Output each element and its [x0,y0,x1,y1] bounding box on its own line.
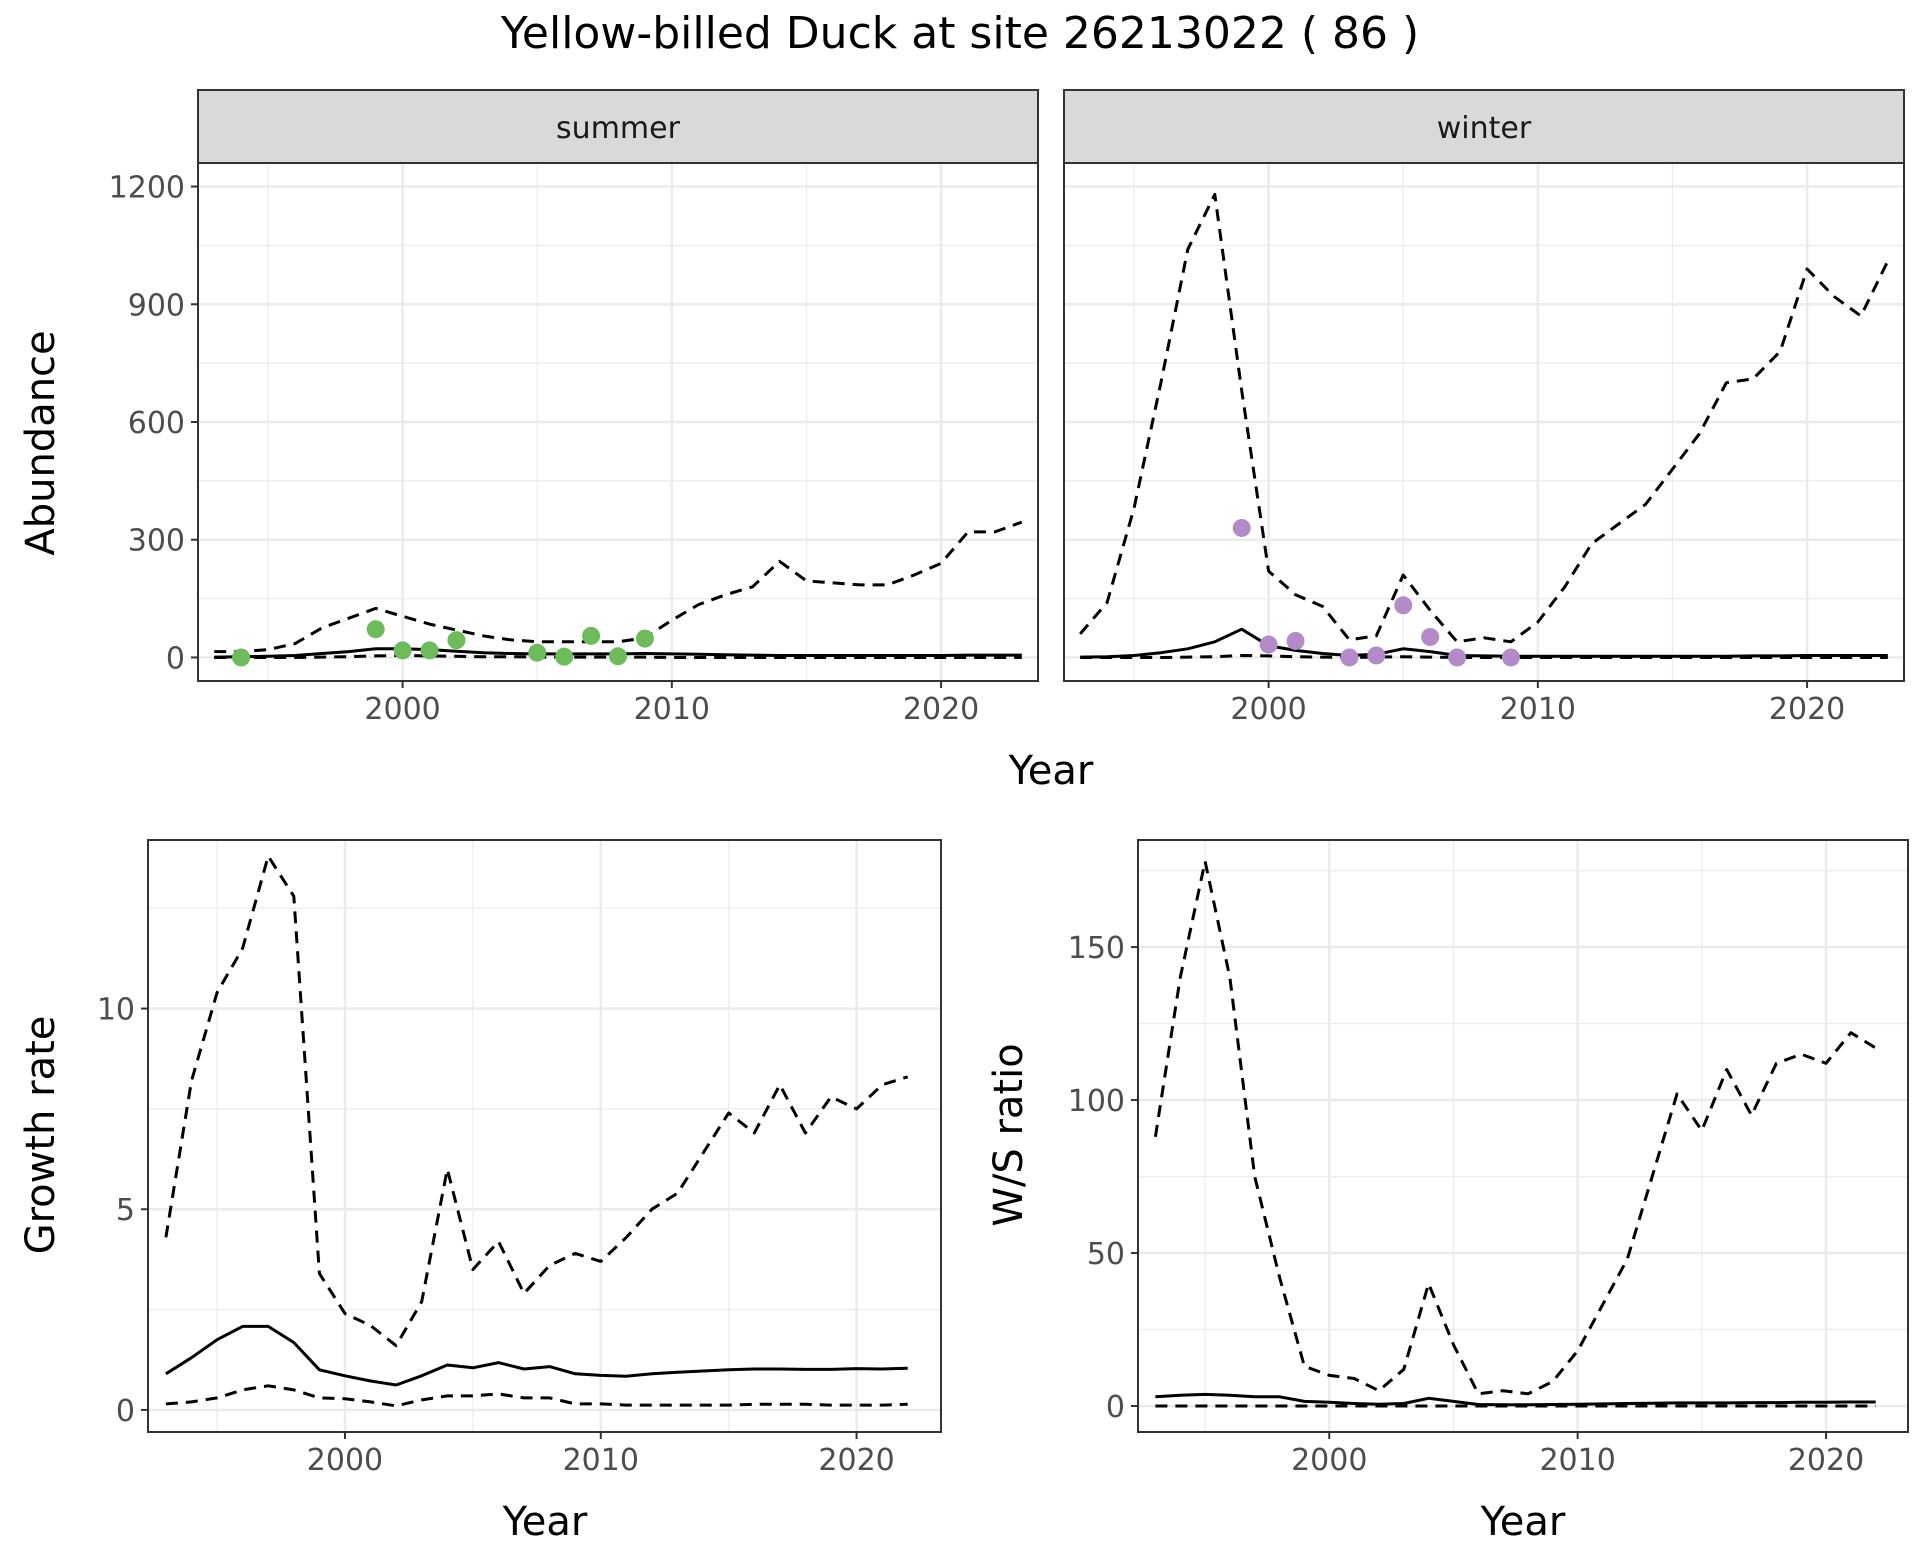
summer-y-tick-label: 900 [128,288,185,323]
winter-series [1079,192,1890,659]
winter-data-point [1259,635,1278,654]
summer-strip [197,89,1039,164]
winter-line-lower [1080,654,1888,659]
winter-x-tick-label: 2020 [1769,692,1845,727]
growth-series [164,854,909,1408]
growth-rate-chart: Year Growth rate 2000 2010 2020 0 5 10 [18,839,942,1545]
growth-panel-border [147,839,942,1433]
summer-strip-label: summer [556,111,681,146]
winter-points [1232,518,1520,667]
summer-data-point [232,648,251,667]
summer-data-point [635,629,654,648]
winter-data-point [1340,648,1359,667]
ws-x-axis-title: Year [1480,1499,1566,1545]
ws-y-tick-label: 150 [1068,931,1125,966]
summer-data-point [609,647,627,666]
growth-y-tick-label: 10 [97,993,135,1028]
growth-y-axis-title: Growth rate [18,1016,64,1255]
ws-line-upper [1153,859,1877,1396]
summer-data-point [447,631,466,650]
winter-panel-border [1063,162,1905,682]
ws-x-tick-label: 2000 [1291,1443,1367,1478]
ws-y-tick-label: 100 [1068,1084,1125,1119]
growth-line-upper [164,854,909,1348]
abundance-y-axis-title: Abundance [18,330,64,555]
winter-data-point [1286,631,1305,650]
winter-data-point [1421,628,1440,647]
summer-x-tick-label: 2010 [634,692,710,727]
summer-y-tick-label: 300 [128,524,185,559]
summer-x-tick-label: 2020 [903,692,979,727]
ws-x-tick-label: 2020 [1788,1443,1864,1478]
ws-panel-border [1137,839,1909,1433]
abundance-chart: summer 2000 2010 2020 0 300 600 900 1200 winter… [18,89,1905,794]
summer-y-tick-label: 600 [128,406,185,441]
summer-data-point [528,643,547,662]
winter-strip [1063,89,1905,164]
ws-plot-area [1138,840,1908,1432]
winter-data-point [1501,648,1520,667]
summer-y-tick-label: 0 [166,641,185,676]
ws-x-tick-label: 2010 [1539,1443,1615,1478]
growth-gridlines [148,840,941,1432]
winter-strip-label: winter [1437,111,1532,146]
growth-x-tick-label: 2020 [818,1443,894,1478]
winter-data-point [1448,648,1467,667]
abundance-winter-panel: winter 2000 2010 2020 [1063,89,1905,727]
winter-x-tick-label: 2000 [1230,692,1306,727]
winter-line-upper [1079,192,1890,644]
winter-data-point [1367,646,1386,665]
winter-data-point [1394,596,1413,615]
winter-data-point [1232,518,1251,537]
ws-ratio-chart: Year W/S ratio 2000 2010 2020 0 50 100 150 [986,839,1909,1545]
abundance-summer-panel: summer 2000 2010 2020 0 300 600 900 1200 [109,89,1039,727]
growth-y-tick-label: 0 [116,1394,135,1429]
summer-data-point [393,641,412,660]
summer-y-tick-label: 1200 [109,171,185,206]
summer-data-point [555,647,574,666]
ws-series [1153,859,1877,1408]
ws-y-tick-label: 0 [1106,1390,1125,1425]
growth-y-tick-label: 5 [116,1193,135,1228]
summer-data-point [582,626,601,645]
growth-x-tick-label: 2010 [563,1443,639,1478]
growth-x-axis-title: Year [502,1499,588,1545]
ws-y-tick-label: 50 [1087,1237,1125,1272]
growth-plot-area [148,840,941,1432]
growth-line-lower [165,1384,908,1408]
summer-data-point [366,620,385,639]
winter-x-tick-label: 2010 [1500,692,1576,727]
winter-line-mean [1080,627,1888,659]
figure-title: Yellow-billed Duck at site 26213022 ( 86… [500,8,1419,59]
abundance-x-axis-title: Year [1008,748,1094,794]
summer-line-upper [214,520,1023,654]
ws-y-axis-title: W/S ratio [986,1043,1032,1226]
summer-data-point [420,641,439,660]
summer-x-tick-label: 2000 [364,692,440,727]
summer-points [232,620,654,667]
growth-x-tick-label: 2000 [307,1443,383,1478]
growth-line-mean [165,1324,908,1387]
